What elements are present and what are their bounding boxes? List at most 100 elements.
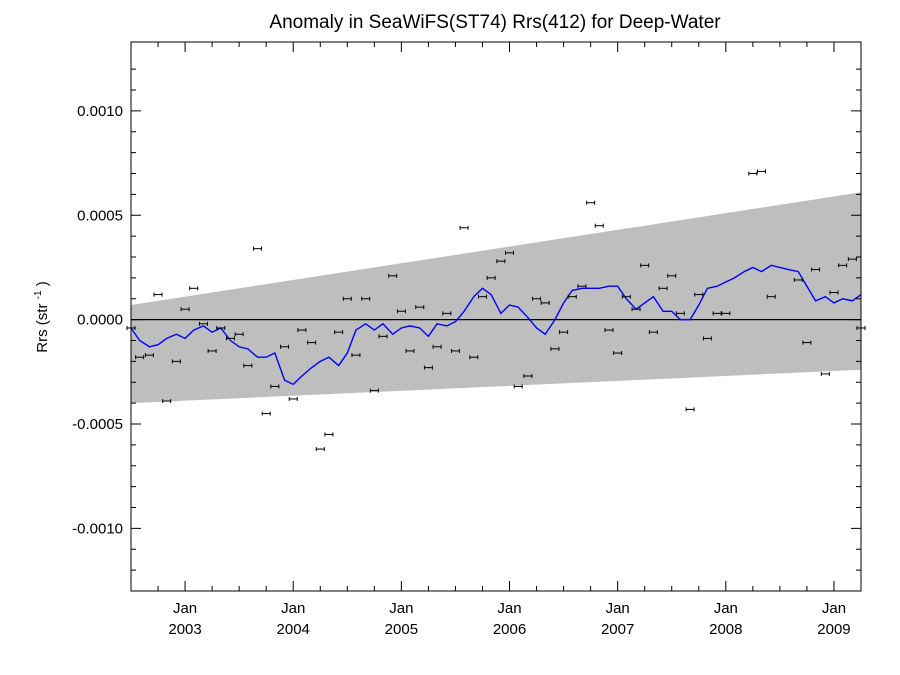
data-point [712,311,722,316]
data-point [288,396,298,401]
chart-title: Anomaly in SeaWiFS(ST74) Rrs(412) for De… [269,12,721,33]
data-point [405,348,415,353]
y-tick-label: 0.0005 [77,207,123,224]
x-tick-label-year: 2004 [277,621,310,638]
y-tick-label: 0.0000 [77,312,123,329]
confidence-band [131,192,861,404]
data-point [667,273,677,278]
data-point [820,371,830,376]
x-tick-label-month: Jan [606,600,630,617]
x-tick-label-year: 2003 [168,621,201,638]
data-point [243,363,253,368]
data-point [550,346,560,351]
data-point [459,225,469,230]
plot-area: 0.0010 0.0005 0.0000 -0.0005 -0.0010 Jan 2003… [72,41,866,638]
y-tick-label: -0.0010 [72,520,123,537]
data-point [838,263,848,268]
plot-frame [130,41,862,592]
data-point [144,353,154,358]
data-point [369,388,379,393]
data-point [532,296,542,301]
data-point [604,328,614,333]
data-point [802,340,812,345]
data-point [523,373,533,378]
data-point [198,321,208,326]
data-point [307,340,317,345]
data-point [225,336,235,341]
data-point [648,330,658,335]
data-point [594,223,604,228]
data-point [396,309,406,314]
data-point [559,330,569,335]
data-point [216,325,226,330]
data-point [162,399,172,404]
data-point [477,294,487,299]
data-point [567,294,577,299]
y-tick-label: -0.0005 [72,416,123,433]
y-axis-label: Rrs (str -1 ) [28,281,51,352]
data-point [189,286,199,291]
x-tick-label-month: Jan [173,600,197,617]
data-point [324,432,334,437]
data-point [694,292,704,297]
x-tick-label-month: Jan [281,600,305,617]
data-point [469,355,479,360]
data-point [415,305,425,310]
data-point [513,384,523,389]
data-point [640,263,650,268]
anomaly-line [130,264,862,386]
x-tick-label-month: Jan [497,600,521,617]
svg-text:Rrs (str -1 ): Rrs (str -1 ) [28,281,51,352]
data-point [621,294,631,299]
data-point [486,275,496,280]
data-point [613,351,623,356]
data-point [811,267,821,272]
data-point [685,407,695,412]
data-point [793,277,803,282]
data-point [207,348,217,353]
data-points [126,169,866,452]
data-point [171,359,181,364]
data-point [505,250,515,255]
data-point [153,292,163,297]
data-point [351,353,361,358]
data-point [270,384,280,389]
data-point [748,171,758,176]
data-point [378,334,388,339]
data-point [361,296,371,301]
data-point [540,300,550,305]
x-tick-label-year: 2005 [385,621,418,638]
data-point [586,200,596,205]
y-axis-label-base: Rrs (str [34,304,51,353]
data-point [388,273,398,278]
data-point [721,311,731,316]
data-point [658,286,668,291]
x-tick-label-month: Jan [714,600,738,617]
data-point [280,344,290,349]
x-tick-label-year: 2008 [709,621,742,638]
data-point [315,447,325,452]
y-axis-label-tail: ) [34,281,51,286]
data-point [631,307,641,312]
data-point [496,259,506,264]
data-point [432,344,442,349]
data-point [234,332,244,337]
data-point [442,311,452,316]
x-axis-ticks: Jan 2003 Jan 2004 Jan 2005 Jan 2006 Jan 2007 Jan 20… [130,42,862,638]
x-tick-label-year: 2006 [493,621,526,638]
data-point [180,307,190,312]
data-point [702,336,712,341]
data-point [829,290,839,295]
data-point [334,330,344,335]
y-tick-label: 0.0010 [77,103,123,120]
y-axis-ticks: 0.0010 0.0005 0.0000 -0.0005 -0.0010 [72,68,861,571]
y-axis-label-superscript: -1 [33,290,44,299]
data-point [450,348,460,353]
data-point [253,246,263,251]
data-point [577,284,587,289]
data-point [342,296,352,301]
x-tick-label-month: Jan [389,600,413,617]
x-tick-label-month: Jan [822,600,846,617]
data-point [675,311,685,316]
